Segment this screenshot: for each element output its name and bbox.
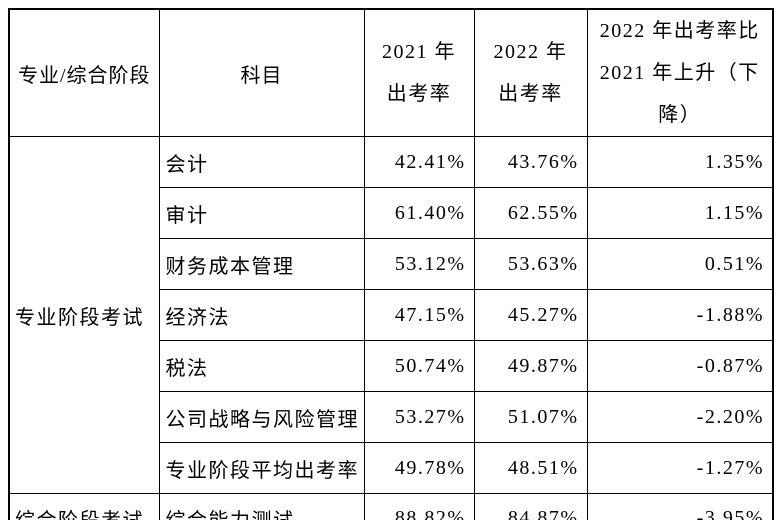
- rate-2022-cell: 49.87%: [473, 340, 588, 392]
- diff-cell: -1.88%: [586, 289, 774, 341]
- table-row: 经济法 47.15% 45.27% -1.88%: [9, 289, 774, 341]
- rate-2021-cell: 88.82%: [363, 493, 475, 520]
- rate-2022-cell: 48.51%: [473, 442, 588, 494]
- rate-2022-cell: 62.55%: [473, 187, 588, 239]
- table-row: 公司战略与风险管理 53.27% 51.07% -2.20%: [9, 391, 774, 443]
- rate-2021-cell: 42.41%: [363, 136, 475, 188]
- rate-2021-cell: 49.78%: [363, 442, 475, 494]
- stage-group-cell-professional: 专业阶段考试: [8, 136, 160, 494]
- exam-attendance-rate-table: 专业/综合阶段 科目 2021 年 出考率 2022 年 出考率 2022 年出…: [8, 8, 774, 520]
- table-row: 审计 61.40% 62.55% 1.15%: [9, 187, 774, 239]
- subject-cell: 专业阶段平均出考率: [158, 442, 365, 494]
- diff-cell: 1.15%: [586, 187, 774, 239]
- rate-2021-cell: 53.27%: [363, 391, 475, 443]
- header-stage-cell: 专业/综合阶段: [8, 8, 160, 137]
- diff-cell: 1.35%: [586, 136, 774, 188]
- subject-cell: 综合能力测试: [158, 493, 365, 520]
- header-diff-cell: 2022 年出考率比 2021 年上升（下降）: [586, 8, 774, 137]
- header-2021-line2: 出考率: [386, 83, 452, 105]
- header-row: 专业/综合阶段 科目 2021 年 出考率 2022 年 出考率 2022 年出…: [8, 8, 774, 137]
- header-subject-cell: 科目: [158, 8, 365, 137]
- rate-2022-cell: 84.87%: [473, 493, 588, 520]
- subject-cell: 公司战略与风险管理: [158, 391, 365, 443]
- header-diff-line2: 2021 年上升（下降）: [599, 62, 760, 126]
- subject-cell: 会计: [158, 136, 365, 188]
- rate-2021-cell: 50.74%: [363, 340, 475, 392]
- diff-cell: -1.27%: [586, 442, 774, 494]
- subject-cell: 经济法: [158, 289, 365, 341]
- rate-2022-cell: 43.76%: [473, 136, 588, 188]
- subject-cell: 财务成本管理: [158, 238, 365, 290]
- header-2021-rate-cell: 2021 年 出考率: [363, 8, 475, 137]
- rate-2021-cell: 61.40%: [363, 187, 475, 239]
- rate-2021-cell: 47.15%: [363, 289, 475, 341]
- table-row: 综合阶段考试 综合能力测试 88.82% 84.87% -3.95%: [8, 493, 774, 520]
- rate-2021-cell: 53.12%: [363, 238, 475, 290]
- rate-2022-cell: 53.63%: [473, 238, 588, 290]
- header-2022-rate-cell: 2022 年 出考率: [473, 8, 588, 137]
- subject-cell: 审计: [158, 187, 365, 239]
- header-2021-line1: 2021 年: [382, 41, 456, 63]
- header-diff-line1: 2022 年出考率比: [599, 20, 760, 42]
- rate-2022-cell: 51.07%: [473, 391, 588, 443]
- subject-cell: 税法: [158, 340, 365, 392]
- diff-cell: -0.87%: [586, 340, 774, 392]
- diff-cell: 0.51%: [586, 238, 774, 290]
- header-2022-line1: 2022 年: [493, 41, 568, 63]
- diff-cell: -2.20%: [586, 391, 774, 443]
- table-row: 专业阶段平均出考率 49.78% 48.51% -1.27%: [9, 442, 774, 494]
- table-row: 税法 50.74% 49.87% -0.87%: [9, 340, 774, 392]
- table-row: 财务成本管理 53.12% 53.63% 0.51%: [9, 238, 774, 290]
- header-2022-line2: 出考率: [498, 83, 563, 105]
- table-row: 专业阶段考试 会计 42.41% 43.76% 1.35%: [8, 136, 774, 494]
- diff-cell: -3.95%: [586, 493, 774, 520]
- stage-group-cell-comprehensive: 综合阶段考试: [8, 493, 160, 520]
- rate-2022-cell: 45.27%: [473, 289, 588, 341]
